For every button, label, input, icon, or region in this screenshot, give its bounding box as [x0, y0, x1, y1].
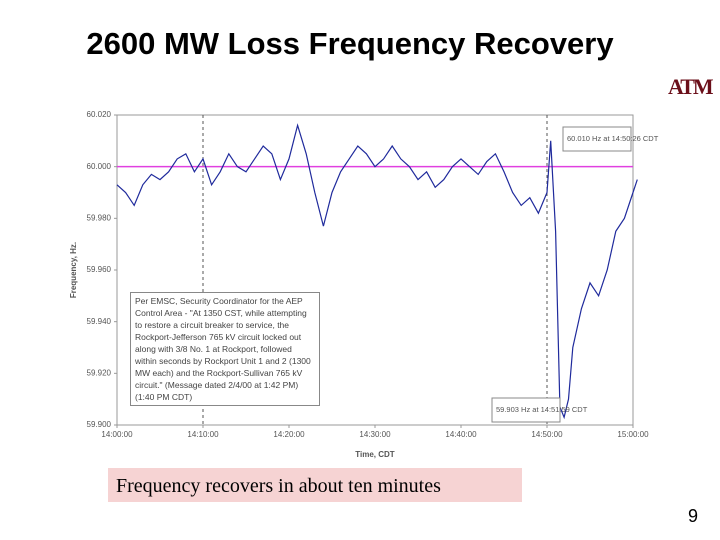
y-axis-label: Frequency, Hz.: [69, 242, 78, 298]
note-box: Per EMSC, Security Coordinator for the A…: [130, 292, 320, 406]
annotation: 59.903 Hz at 14:51:59 CDT: [496, 405, 588, 414]
slide-title: 2600 MW Loss Frequency Recovery: [86, 26, 614, 61]
x-tick-label: 14:30:00: [359, 430, 391, 439]
page-number: 9: [688, 506, 699, 526]
x-tick-label: 14:00:00: [101, 430, 133, 439]
x-tick-label: 14:10:00: [187, 430, 219, 439]
y-tick-label: 59.960: [87, 265, 112, 274]
y-tick-label: 59.920: [87, 368, 112, 377]
x-tick-label: 14:40:00: [445, 430, 477, 439]
x-tick-label: 15:00:00: [617, 430, 649, 439]
annotation-box: [562, 126, 632, 152]
x-tick-label: 14:50:00: [531, 430, 563, 439]
logo: ATM: [668, 74, 714, 99]
annotation-box: [491, 397, 561, 423]
y-tick-label: 60.020: [87, 110, 112, 119]
y-tick-label: 60.000: [87, 162, 112, 171]
y-tick-label: 59.980: [87, 213, 112, 222]
x-axis-label: Time, CDT: [355, 450, 395, 459]
annotation: 60.010 Hz at 14:50:26 CDT: [567, 134, 659, 143]
x-tick-label: 14:20:00: [273, 430, 305, 439]
caption: Frequency recovers in about ten minutes: [108, 468, 522, 502]
frequency-line: [116, 123, 638, 420]
y-tick-label: 59.940: [87, 317, 112, 326]
y-tick-label: 59.900: [87, 420, 112, 429]
